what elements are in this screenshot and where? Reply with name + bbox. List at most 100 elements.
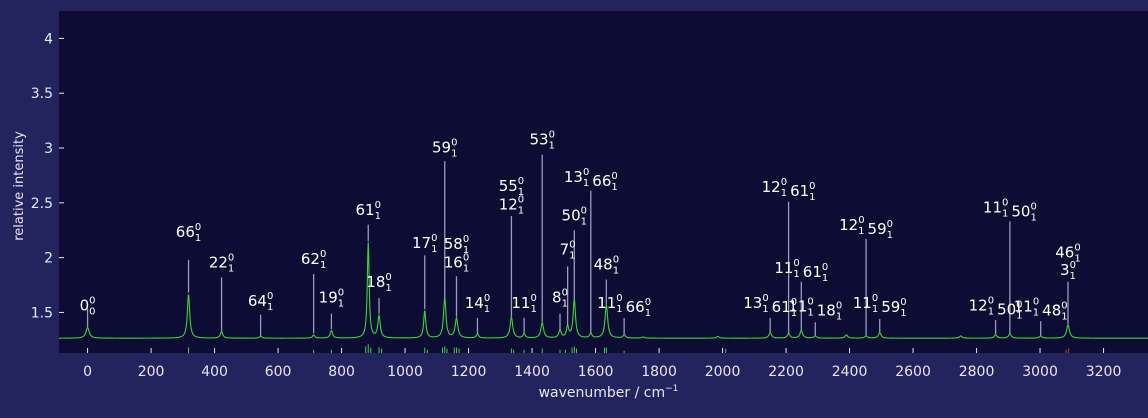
annotation-sup: 0 (1074, 243, 1080, 254)
annotation-label-28: 110 1 500 1 (983, 198, 1037, 224)
annotation-mode: 11 (597, 294, 616, 312)
annotation-label-33: 550 1 (499, 176, 524, 198)
annotation-sup: 0 (583, 167, 589, 178)
annotation-mode: 14 (465, 294, 484, 312)
annotation-sub: 1 (1002, 209, 1008, 220)
x-axis: 0 200 400 600 800 1000 1200 1400 1600 1800 2000 220… (83, 348, 1121, 380)
annotation-sub: 1 (858, 226, 864, 237)
annotation-label-21: 130 1 610 1 (743, 293, 797, 319)
annotation-sup: 0 (1016, 299, 1022, 310)
annotation-label-22: 120 1 610 1 (762, 177, 816, 203)
annotation-sub: 1 (338, 299, 344, 310)
annotation-label-2: 220 1 (209, 253, 234, 275)
annotation-label-8: 170 1 (412, 233, 437, 255)
annotation-sub: 1 (793, 269, 799, 280)
spectrum-line (59, 242, 1148, 339)
annotation-sub: 1 (228, 264, 234, 275)
annotation-mode: 48 (1039, 301, 1061, 319)
annotation-sub: 1 (822, 273, 828, 284)
annotation-mode: 46 (1055, 244, 1074, 262)
annotation-mode: 11 (774, 259, 793, 277)
annotation-sup: 0 (89, 295, 95, 306)
y-tick-label-2: 2.5 (31, 196, 53, 212)
annotation-label-23: 110 1 610 1 (774, 258, 828, 284)
annotation-sub: 1 (988, 306, 994, 317)
x-tick-label-11: 2200 (768, 364, 804, 380)
y-tick-label-1: 2 (44, 251, 53, 267)
annotation-sup: 0 (988, 295, 994, 306)
annotation-label-3: 640 1 (248, 291, 273, 313)
annotation-mode: 55 (499, 177, 518, 195)
x-tick-label-4: 800 (328, 364, 355, 380)
annotation-sup: 0 (791, 297, 797, 308)
annotation-sub: 1 (611, 182, 617, 193)
annotation-sup: 0 (228, 253, 234, 264)
annotation-mode: 64 (248, 292, 267, 310)
annotation-sup: 0 (616, 293, 622, 304)
annotation-leader-lines (86, 154, 1069, 336)
annotation-label-16: 70 1 (560, 239, 576, 261)
annotation-label-20: 110 1 660 1 (597, 293, 651, 319)
annotation-label-19: 480 1 (594, 255, 619, 277)
x-tick-label-16: 3200 (1086, 364, 1122, 380)
annotation-sup: 0 (385, 272, 391, 283)
annotation-label-30: 30 1 (1060, 260, 1076, 282)
annotation-mode: 11 (853, 294, 872, 312)
annotation-mode: 58 (444, 235, 463, 253)
annotation-sup: 0 (858, 215, 864, 226)
annotation-label-11: 140 1 (465, 293, 490, 315)
annotation-mode: 0 (80, 296, 90, 314)
annotation-sub: 1 (518, 205, 524, 216)
annotation-sub: 1 (518, 187, 524, 198)
annotation-sub: 1 (645, 308, 651, 319)
annotation-sub: 1 (1016, 310, 1022, 321)
annotation-mode: 66 (176, 223, 195, 241)
annotation-mode: 11 (983, 199, 1002, 217)
annotation-label-24: 110 1 180 1 (788, 296, 842, 322)
annotation-mode: 66 (623, 298, 645, 316)
annotation-label-18: 130 1 660 1 (564, 167, 618, 193)
annotation-mode: 12 (762, 178, 781, 196)
annotation-sup: 0 (195, 222, 201, 233)
annotation-sub: 1 (581, 216, 587, 227)
y-tick-label-0: 1.5 (31, 305, 53, 321)
annotation-sub: 1 (1033, 307, 1039, 318)
x-tick-label-7: 1400 (514, 364, 550, 380)
annotation-sup: 0 (549, 130, 555, 141)
annotation-sup: 0 (484, 293, 490, 304)
x-tick-label-15: 3000 (1022, 364, 1058, 380)
annotation-sup: 0 (1070, 260, 1076, 271)
annotation-mode: 48 (594, 256, 613, 274)
annotation-label-4: 620 1 (301, 249, 326, 271)
annotation-label-7: 180 1 (366, 272, 391, 294)
annotation-sup: 0 (887, 219, 893, 230)
annotation-mode: 18 (366, 273, 385, 291)
annotation-mode: 17 (412, 234, 431, 252)
annotation-sup: 0 (822, 262, 828, 273)
plot-area (59, 11, 1148, 353)
annotation-sup: 0 (1030, 202, 1036, 213)
annotation-sup: 0 (807, 296, 813, 307)
annotation-sub: 1 (1061, 311, 1067, 322)
annotation-sup: 0 (613, 255, 619, 266)
annotation-mode: 59 (865, 220, 887, 238)
annotation-mode: 50 (994, 300, 1016, 318)
annotation-sub: 1 (451, 148, 457, 159)
annotation-sup: 0 (267, 291, 273, 302)
annotation-sub: 1 (463, 264, 469, 275)
annotation-mode: 61 (769, 298, 791, 316)
x-tick-label-2: 400 (201, 364, 228, 380)
annotation-label-0: 00 0 (80, 295, 96, 317)
annotation-mode: 59 (878, 298, 900, 316)
annotation-mode: 53 (529, 131, 548, 149)
annotation-mode: 8 (552, 289, 562, 307)
annotation-sub: 1 (375, 211, 381, 222)
x-tick-label-8: 1600 (578, 364, 614, 380)
x-tick-label-10: 2000 (705, 364, 741, 380)
annotation-sub: 1 (872, 304, 878, 315)
annotation-label-26: 110 1 590 1 (853, 293, 907, 319)
annotation-sub: 1 (781, 188, 787, 199)
x-tick-label-5: 1000 (387, 364, 423, 380)
